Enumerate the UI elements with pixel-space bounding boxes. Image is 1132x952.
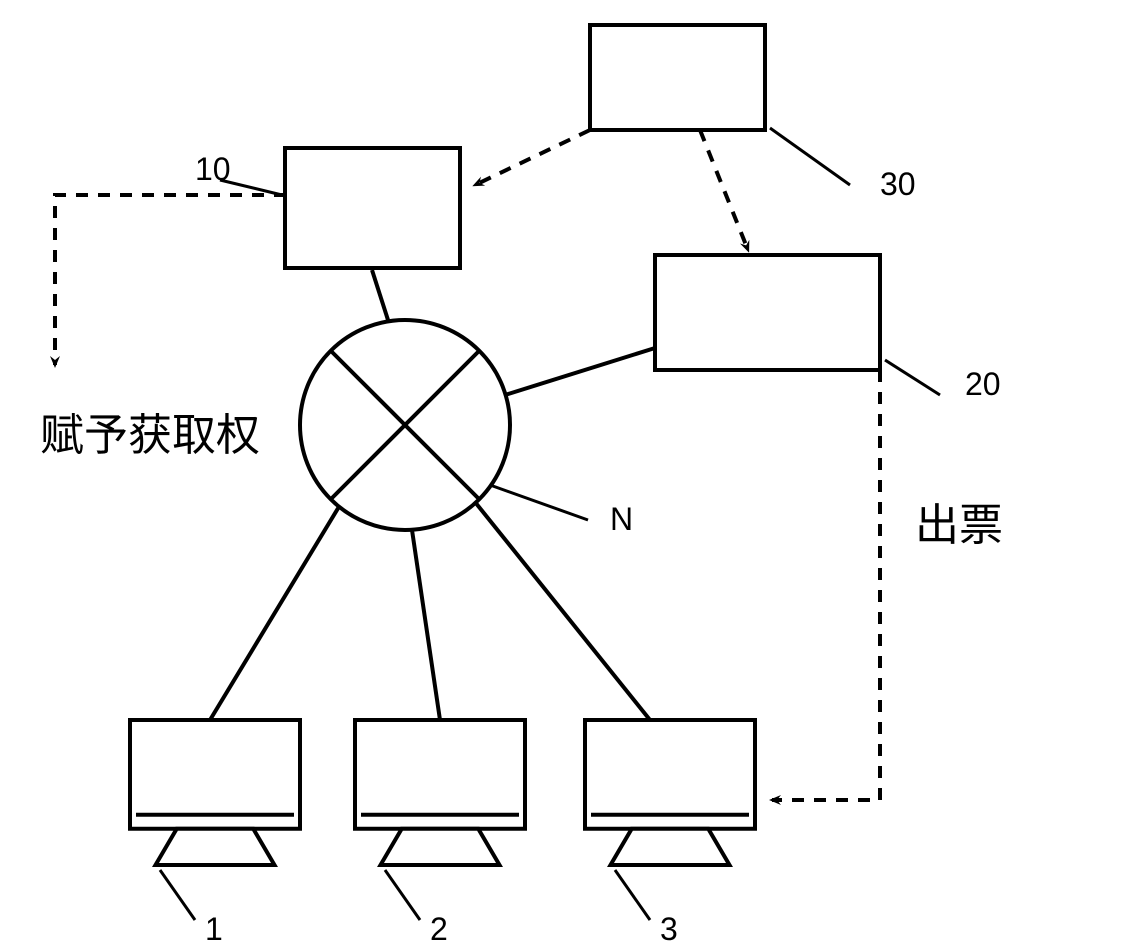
terminal2-leader-line (385, 870, 420, 920)
edge-box30-box10 (475, 130, 590, 185)
box30-box (590, 25, 765, 130)
edge-network-terminal2 (412, 530, 440, 720)
edge-network-terminal1 (210, 505, 340, 720)
edge-box10-network (372, 270, 388, 320)
edge-box30-box20 (700, 130, 748, 250)
terminal2-label: 2 (430, 911, 448, 947)
box30-leader-line (770, 128, 850, 185)
terminal2-monitor-icon (355, 720, 525, 829)
text-ticket: 出票 (915, 501, 1003, 550)
terminal1-base (156, 829, 275, 865)
text-grant: 赋予获取权 (40, 411, 260, 460)
terminal3-monitor-icon (585, 720, 755, 829)
node-box30: 30 (590, 25, 916, 202)
network-label: N (610, 501, 633, 537)
terminal3-label: 3 (660, 911, 678, 947)
box20-box (655, 255, 880, 370)
network-leader-line (490, 485, 588, 520)
node-terminal3: 3 (585, 720, 755, 947)
edge-box10-grant (55, 195, 286, 365)
box20-leader-line (885, 360, 940, 395)
terminal3-base (611, 829, 730, 865)
box10-box (285, 148, 460, 268)
terminal1-label: 1 (205, 911, 223, 947)
node-terminal1: 1 (130, 720, 300, 947)
node-terminal2: 2 (355, 720, 525, 947)
terminal1-monitor-icon (130, 720, 300, 829)
box10-label: 10 (195, 151, 231, 187)
node-network: N (300, 320, 633, 537)
box30-label: 30 (880, 166, 916, 202)
node-box20: 20 (655, 255, 1001, 402)
terminal2-base (381, 829, 500, 865)
node-box10: 10 (195, 148, 460, 268)
box20-label: 20 (965, 366, 1001, 402)
terminal1-leader-line (160, 870, 195, 920)
edge-box20-ticket (772, 370, 880, 800)
terminal3-leader-line (615, 870, 650, 920)
edge-box20-network (505, 348, 655, 395)
system-diagram: 30 10 20 N 1 2 3 赋予获取权出票 (0, 0, 1132, 952)
